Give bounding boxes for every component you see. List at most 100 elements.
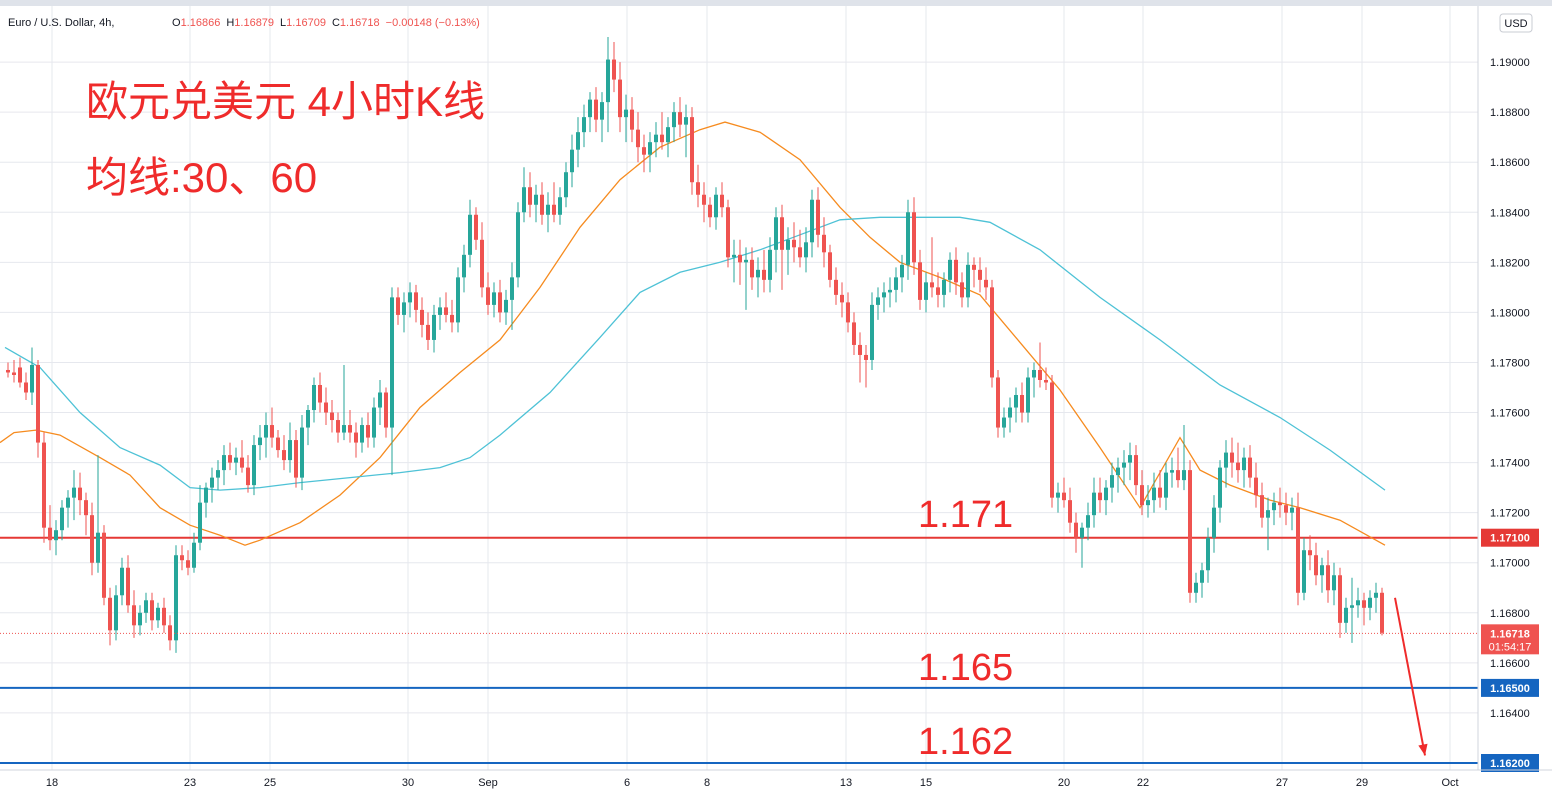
candle-body: [978, 269, 982, 280]
candle: [498, 279, 502, 323]
candle: [804, 227, 808, 273]
candle-body: [540, 194, 544, 215]
candle-body: [1080, 527, 1084, 538]
candle-body: [888, 289, 892, 293]
candle-body: [582, 117, 586, 133]
candle-body: [186, 560, 190, 568]
candle-body: [114, 595, 118, 631]
candle-body: [342, 425, 346, 433]
candle-body: [1068, 500, 1072, 523]
candle-body: [1362, 600, 1366, 608]
candle-body: [1152, 487, 1156, 501]
candle: [1146, 485, 1150, 518]
candle: [882, 282, 886, 313]
candle: [42, 432, 46, 543]
candle: [612, 42, 616, 93]
candle: [570, 134, 574, 188]
candle: [234, 447, 238, 476]
candle: [1188, 460, 1192, 603]
candle-body: [966, 264, 970, 298]
candle-body: [744, 259, 748, 263]
candle: [672, 102, 676, 143]
candle: [588, 92, 592, 133]
arrow-shaft: [1394, 597, 1426, 756]
candle-body: [756, 269, 760, 278]
candle-body: [552, 204, 556, 215]
currency-badge[interactable]: [1499, 13, 1533, 33]
candle-body: [1278, 502, 1282, 506]
candle: [678, 97, 682, 138]
currency-badge-label[interactable]: USD: [1504, 18, 1527, 30]
candle: [444, 292, 448, 323]
candle-body: [12, 372, 16, 375]
candle: [1212, 495, 1216, 553]
candle: [948, 252, 952, 293]
candle: [984, 267, 988, 300]
candle-body: [390, 297, 394, 428]
candle-body: [252, 445, 256, 486]
price-axis: 1.19000 1.18800 1.18600 1.18400 1.18200 1.180…: [1477, 6, 1539, 772]
candle: [420, 297, 424, 338]
candle: [150, 592, 154, 631]
candle-body: [294, 440, 298, 478]
candle-body: [948, 259, 952, 280]
candle-body: [1062, 492, 1066, 501]
candle: [1062, 477, 1066, 508]
candle-body: [282, 450, 286, 461]
candle: [1278, 487, 1282, 518]
candle: [924, 272, 928, 313]
candle: [432, 304, 436, 353]
candle-body: [1158, 487, 1162, 498]
candle: [48, 505, 52, 551]
candle-body: [774, 217, 778, 250]
y-tick-label: 1.17200: [1490, 508, 1530, 520]
candle-body: [24, 382, 28, 393]
candle: [930, 237, 934, 298]
candle: [450, 299, 454, 333]
candle-body: [618, 79, 622, 118]
candle: [66, 490, 70, 528]
candle-body: [1374, 592, 1378, 598]
candle-body: [1188, 470, 1192, 593]
x-tick-label: 18: [46, 777, 58, 789]
candle: [690, 107, 694, 195]
level-axis-tag: [1481, 528, 1539, 547]
candle: [198, 485, 202, 551]
candle: [792, 222, 796, 263]
candle: [564, 162, 568, 208]
candle: [462, 244, 466, 293]
candle-body: [198, 502, 202, 543]
candle-body: [216, 470, 220, 478]
candle-body: [156, 607, 160, 621]
candle-body: [1302, 550, 1306, 593]
candle: [1272, 492, 1276, 526]
candle-body: [1248, 457, 1252, 478]
candle: [552, 182, 556, 223]
candle: [258, 425, 262, 461]
candle: [696, 164, 700, 208]
candle: [240, 440, 244, 473]
y-tick-label: 1.18200: [1490, 257, 1530, 269]
candle: [876, 287, 880, 320]
candle-body: [924, 282, 928, 300]
candle: [894, 267, 898, 303]
candle: [72, 470, 76, 521]
candle: [390, 287, 394, 476]
candle-body: [546, 204, 550, 215]
candle: [186, 550, 190, 576]
candle-body: [192, 542, 196, 568]
candle: [18, 357, 22, 388]
y-tick-label: 1.16400: [1490, 708, 1530, 720]
candle: [468, 199, 472, 268]
candle: [270, 407, 274, 448]
candle: [918, 249, 922, 310]
candle-body: [420, 309, 424, 325]
candle-body: [876, 297, 880, 305]
candle: [738, 239, 742, 285]
candle-body: [666, 127, 670, 143]
candle-body: [162, 607, 166, 626]
candle: [900, 254, 904, 293]
x-tick-label: 29: [1356, 777, 1368, 789]
candle-body: [750, 259, 754, 278]
